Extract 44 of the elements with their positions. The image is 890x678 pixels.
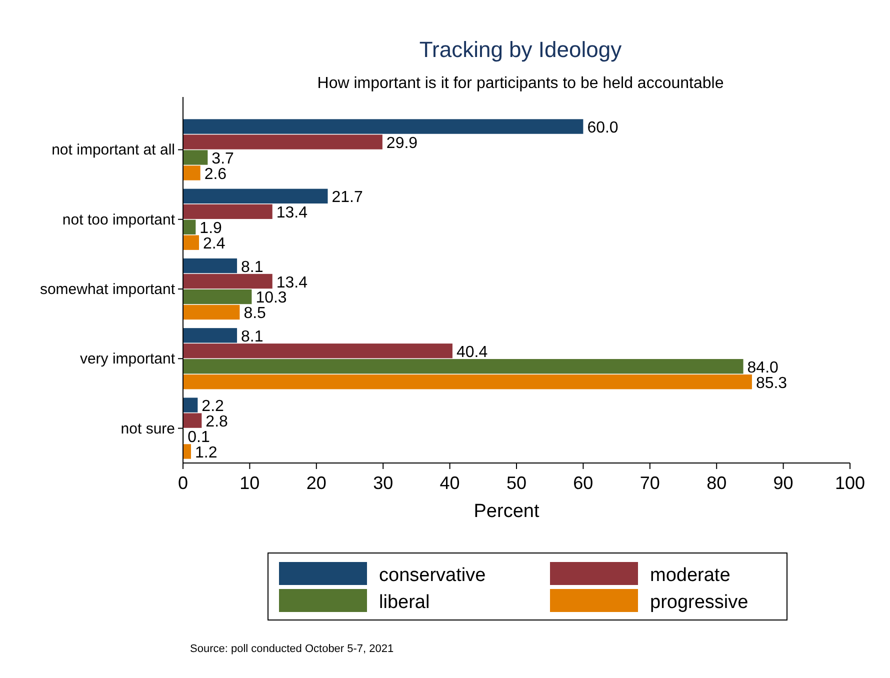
data-label: 29.9: [386, 134, 418, 152]
y-tick-label: not important at all: [52, 142, 175, 159]
x-tick-label: 100: [834, 473, 866, 493]
data-label: 13.4: [276, 274, 308, 292]
data-label: 0.1: [188, 429, 210, 446]
data-label: 60.0: [587, 120, 618, 137]
data-label: 3.7: [212, 150, 234, 168]
x-tick-label: 90: [773, 473, 794, 493]
data-label: 2.2: [202, 398, 224, 416]
y-tick-label: very important: [80, 350, 176, 368]
data-label: 40.4: [456, 344, 488, 361]
x-tick-label: 40: [440, 473, 460, 493]
legend-label: progressive: [650, 592, 748, 613]
data-label: 2.4: [203, 236, 226, 253]
chart-subtitle: How important is it for participants to be held accountable: [317, 75, 724, 92]
x-tick-label: 10: [240, 473, 260, 493]
data-label: 21.7: [332, 189, 363, 206]
x-tick-label: 80: [706, 473, 727, 493]
data-label: 10.3: [256, 290, 287, 307]
legend-label: moderate: [650, 565, 730, 586]
x-tick-label: 60: [573, 473, 594, 493]
y-tick-label: not sure: [120, 420, 175, 438]
x-tick-label: 50: [506, 473, 527, 493]
data-label: 2.8: [206, 414, 228, 431]
data-label: 8.5: [244, 305, 266, 322]
data-label: 2.6: [204, 166, 227, 183]
chart-title: Tracking by Ideology: [419, 37, 622, 62]
data-label: 1.2: [195, 444, 218, 462]
data-label: 1.9: [200, 220, 222, 238]
y-tick-label: somewhat important: [40, 281, 176, 298]
legend-label: liberal: [379, 592, 430, 613]
y-tick-label: not too important: [62, 211, 176, 228]
data-label: 84.0: [747, 359, 779, 376]
data-label: 8.1: [241, 258, 264, 276]
source-note: Source: poll conducted October 5-7, 2021: [190, 643, 394, 655]
data-label: 85.3: [756, 374, 788, 392]
x-axis-title: Percent: [474, 501, 540, 522]
legend-label: conservative: [379, 565, 486, 586]
x-tick-label: 30: [373, 473, 394, 493]
data-label: 13.4: [276, 204, 308, 222]
x-tick-label: 0: [178, 473, 188, 493]
x-tick-label: 70: [640, 473, 660, 493]
data-label: 8.1: [241, 328, 264, 346]
x-tick-label: 20: [306, 473, 326, 493]
